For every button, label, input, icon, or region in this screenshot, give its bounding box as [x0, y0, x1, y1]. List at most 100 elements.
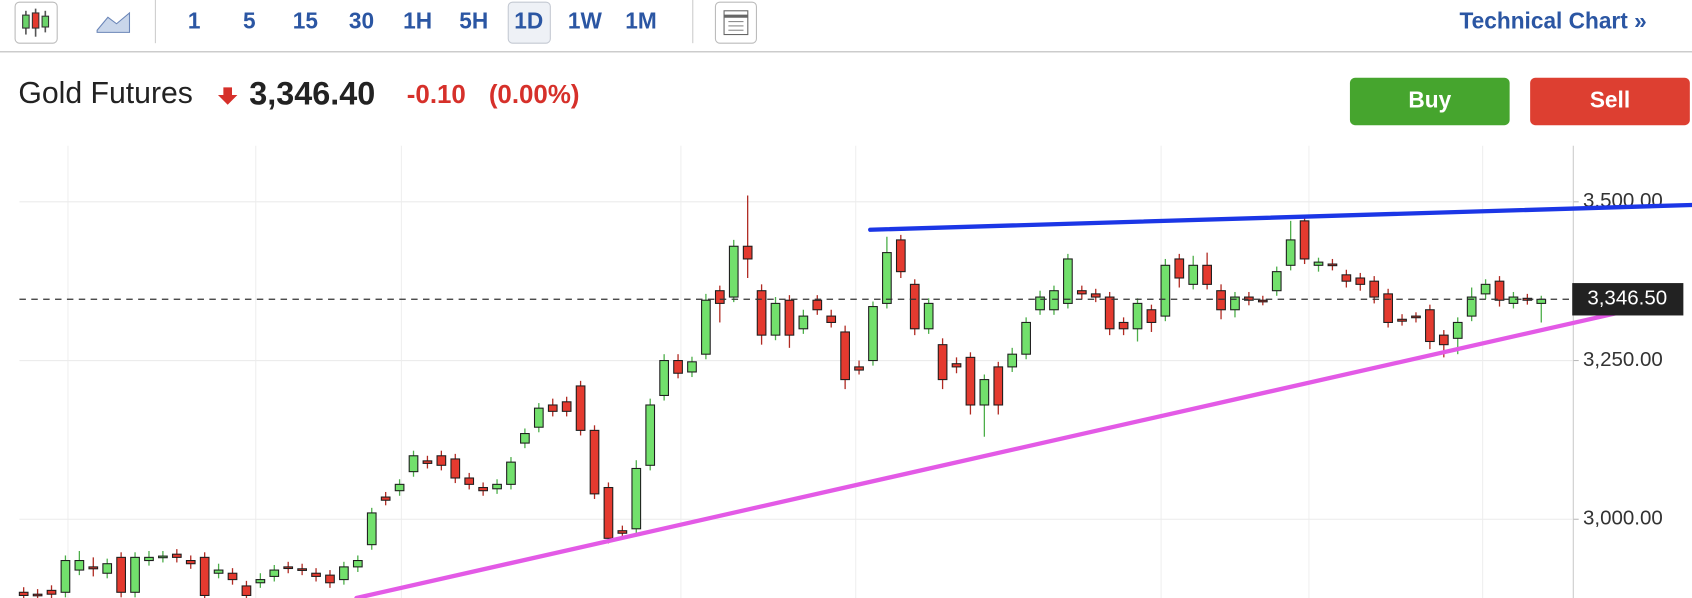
- candle-body: [130, 556, 140, 593]
- interval-button[interactable]: 1M: [625, 8, 656, 34]
- change: -0.10: [407, 81, 466, 109]
- quote-header: Gold Futures 3,346.40 -0.10 (0.00%) Buy …: [18, 76, 1690, 126]
- candle-body: [297, 568, 307, 571]
- buy-label[interactable]: Buy: [1408, 86, 1451, 112]
- candle-body: [394, 483, 405, 492]
- area-icon-button[interactable]: [96, 11, 131, 33]
- candle-body: [937, 344, 948, 381]
- candle-body: [352, 560, 363, 568]
- price: 3,346.40: [249, 76, 375, 112]
- candle-body: [756, 290, 767, 336]
- interval-button[interactable]: 15: [293, 8, 318, 34]
- interval-button[interactable]: 1D: [514, 8, 543, 34]
- candle-body: [965, 356, 976, 406]
- candle-body: [255, 579, 266, 584]
- candle-body: [213, 569, 224, 574]
- candle-body: [840, 331, 850, 381]
- candle-body: [659, 360, 669, 397]
- sell-label[interactable]: Sell: [1590, 86, 1630, 112]
- candle-body: [575, 385, 586, 431]
- candle-body: [1188, 264, 1199, 285]
- candle-body: [46, 589, 57, 595]
- candle-body: [784, 299, 795, 336]
- layout-icon-button[interactable]: [714, 1, 757, 44]
- candle-body: [1285, 239, 1296, 266]
- candle-body: [60, 560, 71, 593]
- y-tick-label: 3,250.00: [1583, 348, 1663, 371]
- candle-body: [171, 553, 182, 558]
- candle-body: [144, 556, 154, 562]
- candle-body: [102, 563, 113, 574]
- candle-body: [283, 566, 294, 570]
- candle-body: [1257, 299, 1268, 303]
- interval-button[interactable]: 5H: [459, 8, 488, 34]
- candle-body: [408, 455, 419, 473]
- vertical-grid: [67, 145, 1484, 598]
- last-price-box: [1572, 283, 1684, 316]
- candle-body: [589, 429, 600, 495]
- candle-body: [1452, 321, 1463, 339]
- candle-body: [1271, 271, 1282, 292]
- candle-body: [701, 299, 711, 355]
- candle-body: [366, 512, 377, 546]
- candle-body: [1021, 321, 1031, 355]
- candle-body: [770, 302, 781, 336]
- candle-body: [1007, 353, 1018, 368]
- candle-body: [798, 315, 809, 330]
- candle-body: [32, 593, 43, 597]
- candle-body: [1355, 277, 1366, 285]
- technical-chart-link[interactable]: Technical Chart »: [1460, 8, 1647, 34]
- interval-button[interactable]: 1: [188, 8, 201, 34]
- interval-button[interactable]: 5: [243, 8, 256, 34]
- candle-body: [339, 566, 349, 581]
- selected-interval-box: [507, 1, 551, 44]
- candle-body: [1035, 296, 1045, 311]
- down-arrow: [217, 87, 238, 105]
- candle-body: [422, 460, 433, 464]
- candle-body: [1397, 318, 1407, 322]
- interval-button[interactable]: 1H: [403, 8, 432, 34]
- candle-body: [492, 483, 502, 490]
- candle-body: [199, 556, 210, 597]
- candle-body: [1327, 263, 1338, 267]
- candle-body: [1383, 293, 1393, 323]
- candle-body: [1090, 293, 1101, 298]
- candle-body: [450, 458, 461, 479]
- candle-body: [1438, 334, 1449, 346]
- candle-body: [1076, 290, 1087, 295]
- candle-body: [645, 404, 656, 466]
- candle-body: [158, 555, 168, 559]
- candle-body: [868, 306, 878, 362]
- interval-button[interactable]: 1W: [568, 8, 603, 34]
- candle-body: [1341, 274, 1352, 282]
- candle-body: [687, 361, 697, 373]
- sell-button[interactable]: [1530, 77, 1690, 126]
- y-tick-label: 3,000.00: [1583, 507, 1663, 530]
- candle-body: [520, 433, 530, 444]
- candle-body: [269, 569, 280, 577]
- buy-button[interactable]: [1349, 77, 1510, 126]
- candle-body: [478, 486, 488, 492]
- candle-body: [311, 572, 321, 577]
- candle-body: [1508, 296, 1519, 304]
- candle-body: [1313, 261, 1324, 266]
- interval-button[interactable]: 30: [349, 8, 374, 34]
- trendline: [354, 303, 1654, 598]
- candle-body: [923, 302, 934, 330]
- candle-body: [673, 360, 683, 374]
- candle-body: [1536, 298, 1547, 304]
- last-price-label: 3,346.50: [1587, 287, 1667, 310]
- candle-body: [854, 366, 864, 371]
- candle-body: [1299, 220, 1310, 260]
- candle-body: [1411, 315, 1421, 319]
- candle-body: [1480, 283, 1491, 295]
- candle-body: [464, 477, 475, 485]
- candle-body: [1230, 296, 1240, 311]
- candle-body: [1174, 258, 1185, 279]
- instrument-name: Gold Futures: [18, 77, 193, 110]
- toolbar: Technical Chart » 1 5 15 30 1H 5H 1D 1W 1M: [0, 0, 1692, 53]
- candle-body: [1369, 280, 1380, 298]
- candle-body: [1104, 296, 1115, 330]
- candle-body: [979, 379, 990, 406]
